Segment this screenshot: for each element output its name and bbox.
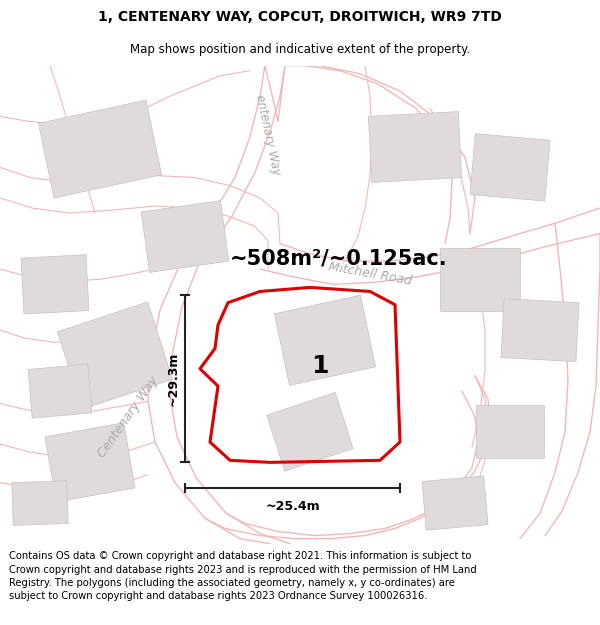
- Polygon shape: [12, 481, 68, 526]
- Polygon shape: [45, 422, 135, 502]
- Polygon shape: [470, 134, 550, 201]
- Polygon shape: [274, 295, 376, 386]
- Text: ~29.3m: ~29.3m: [167, 351, 180, 406]
- Text: ~25.4m: ~25.4m: [265, 500, 320, 513]
- Text: 1: 1: [311, 354, 329, 377]
- Polygon shape: [267, 392, 353, 471]
- Polygon shape: [58, 302, 173, 409]
- Polygon shape: [501, 299, 579, 362]
- Polygon shape: [368, 112, 461, 182]
- Polygon shape: [141, 201, 229, 272]
- Polygon shape: [28, 364, 92, 418]
- Text: 1, CENTENARY WAY, COPCUT, DROITWICH, WR9 7TD: 1, CENTENARY WAY, COPCUT, DROITWICH, WR9…: [98, 10, 502, 24]
- Text: Mitchell Road: Mitchell Road: [328, 261, 413, 288]
- Text: entenary Way: entenary Way: [253, 93, 283, 176]
- Text: ~508m²/~0.125ac.: ~508m²/~0.125ac.: [230, 249, 448, 269]
- Text: Contains OS data © Crown copyright and database right 2021. This information is : Contains OS data © Crown copyright and d…: [9, 551, 477, 601]
- Polygon shape: [440, 248, 520, 311]
- Polygon shape: [476, 406, 544, 458]
- Polygon shape: [38, 100, 161, 198]
- Text: Map shows position and indicative extent of the property.: Map shows position and indicative extent…: [130, 44, 470, 56]
- Polygon shape: [21, 254, 89, 314]
- Polygon shape: [422, 476, 488, 530]
- Text: Centenary Way: Centenary Way: [95, 374, 161, 459]
